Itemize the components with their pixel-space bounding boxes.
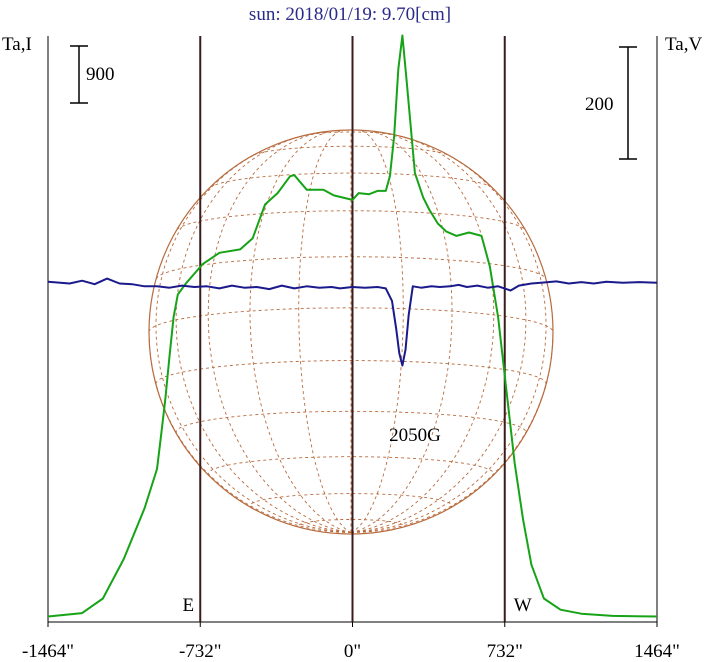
x-axis-ticks: -1464" -732" 0" 732" 1464" <box>22 622 680 662</box>
latitude-line <box>155 360 547 385</box>
magnetic-field-annotation: 2050G <box>389 425 441 446</box>
left-scale-bar: 900 <box>70 45 115 104</box>
latitude-line <box>175 410 527 434</box>
right-axis-label: Ta,V <box>665 34 702 55</box>
right-scale-bar-label: 200 <box>585 94 614 115</box>
solar-disk-grid <box>148 129 554 535</box>
longitude-line <box>249 130 352 533</box>
polarization-series-line <box>47 277 658 367</box>
latitude-line <box>155 256 547 280</box>
latitude-line <box>298 519 404 529</box>
x-tick-label: -1464" <box>22 641 74 662</box>
longitude-line <box>207 131 352 533</box>
right-scale-bar: 200 <box>585 46 637 160</box>
latitude-line <box>209 172 493 188</box>
x-tick-label: 1464" <box>634 641 680 662</box>
x-tick-label: 732" <box>487 641 523 662</box>
longitude-line <box>350 150 547 533</box>
longitude-line <box>350 129 404 533</box>
limb-label: E <box>182 595 194 616</box>
chart-series <box>47 34 658 618</box>
longitude-line <box>155 150 352 533</box>
left-scale-bar-label: 900 <box>86 64 115 85</box>
latitude-line <box>176 210 526 230</box>
x-tick-label: -732" <box>179 641 222 662</box>
longitude-line <box>350 134 527 533</box>
limb-label: W <box>514 595 532 616</box>
x-tick-label: 0" <box>344 641 361 662</box>
longitude-line <box>350 131 495 533</box>
longitude-line <box>350 331 554 533</box>
latitude-line <box>249 493 453 509</box>
intensity-series-line <box>47 34 658 618</box>
latitude-line <box>207 456 495 476</box>
longitude-line <box>350 130 453 533</box>
left-axis-label: Ta,I <box>2 34 32 55</box>
longitude-line <box>148 331 352 533</box>
longitude-line <box>298 129 352 533</box>
longitude-line <box>175 134 352 533</box>
chart-title: sun: 2018/01/19: 9.70[cm] <box>249 4 451 25</box>
